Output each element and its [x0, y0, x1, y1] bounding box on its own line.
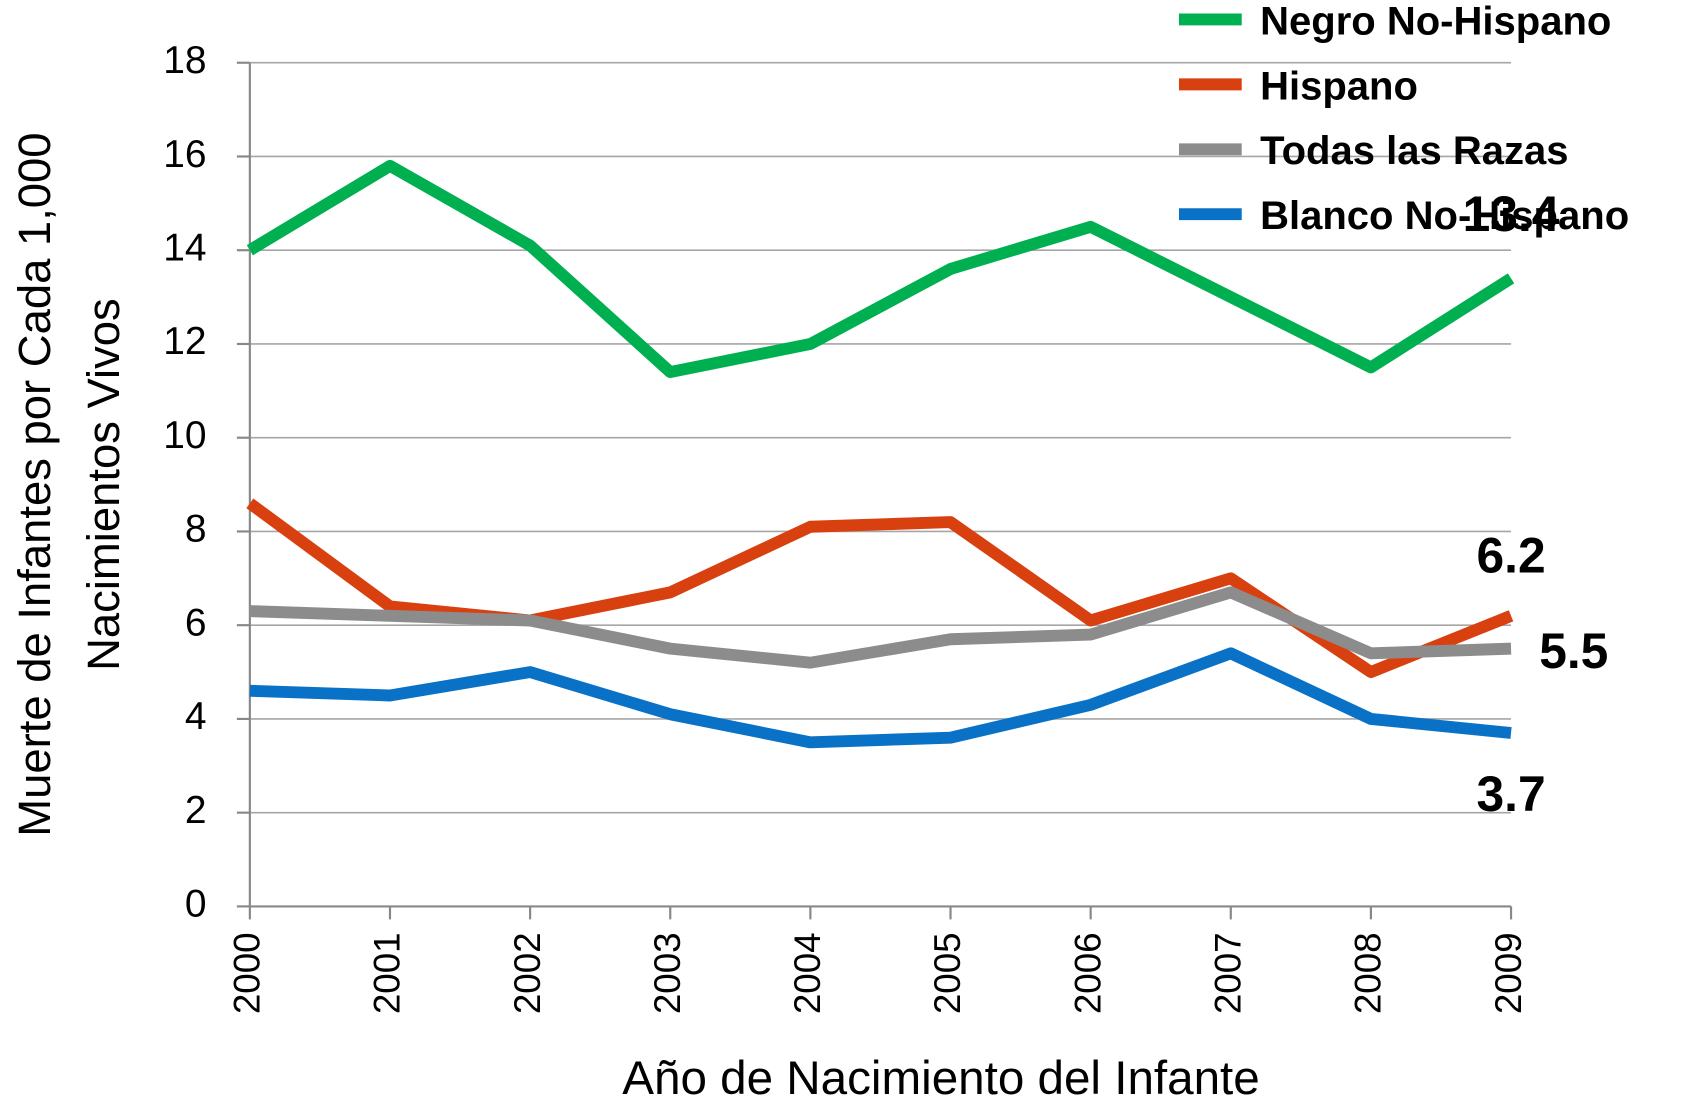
y-tick-label: 10: [163, 414, 206, 457]
x-tick-label: 2005: [927, 932, 968, 1014]
legend-label: Hispano: [1260, 64, 1418, 108]
y-tick-label: 4: [185, 695, 207, 738]
x-tick-label: 2003: [647, 932, 688, 1014]
legend-label: Todas las Razas: [1260, 129, 1568, 173]
x-tick-label: 2006: [1067, 932, 1108, 1014]
y-axis-title-line: Muerte de Infantes por Cada 1,000: [9, 132, 60, 836]
data-label: 5.5: [1539, 623, 1608, 679]
y-tick-label: 18: [163, 39, 206, 82]
legend-label: Negro No-Hispano: [1260, 0, 1611, 43]
legend-label: Blanco No-Hispano: [1260, 194, 1629, 238]
x-axis-title: Año de Nacimiento del Infante: [622, 1052, 1259, 1105]
y-axis-title-line: Nacimientos Vivos: [78, 298, 129, 671]
y-tick-label: 16: [163, 133, 206, 176]
x-tick-label: 2002: [507, 932, 548, 1014]
y-tick-label: 2: [185, 789, 207, 832]
series-line: [246, 159, 1515, 379]
x-tick-label: 2000: [227, 932, 268, 1014]
series-line: [249, 586, 1512, 669]
x-tick-label: 2001: [367, 932, 408, 1014]
data-label: 13.4: [1463, 186, 1560, 242]
x-tick-label: 2004: [787, 932, 828, 1014]
x-tick-label: 2007: [1207, 932, 1248, 1014]
y-tick-label: 0: [185, 883, 207, 926]
y-tick-label: 12: [163, 320, 206, 363]
data-label: 3.7: [1476, 766, 1545, 822]
y-tick-label: 14: [163, 227, 206, 270]
y-tick-label: 8: [185, 508, 207, 551]
data-label: 6.2: [1476, 528, 1545, 584]
series-line: [249, 647, 1512, 749]
x-tick-label: 2009: [1488, 932, 1529, 1014]
y-axis-title: Muerte de Infantes por Cada 1,000 Nacimi…: [9, 132, 129, 836]
x-tick-label: 2008: [1348, 932, 1389, 1014]
y-tick-label: 6: [185, 601, 207, 644]
